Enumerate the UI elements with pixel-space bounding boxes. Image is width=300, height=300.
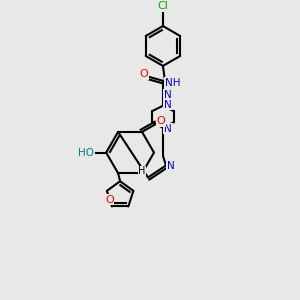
Text: NH: NH (165, 78, 181, 88)
Text: O: O (140, 69, 148, 79)
Text: N: N (164, 124, 172, 134)
Text: O: O (105, 195, 114, 205)
Text: N: N (164, 100, 172, 110)
Text: Cl: Cl (158, 1, 168, 11)
Text: O: O (157, 116, 165, 126)
Text: HO: HO (78, 148, 94, 158)
Text: H: H (138, 167, 146, 176)
Text: N: N (167, 160, 175, 170)
Text: N: N (164, 90, 172, 100)
